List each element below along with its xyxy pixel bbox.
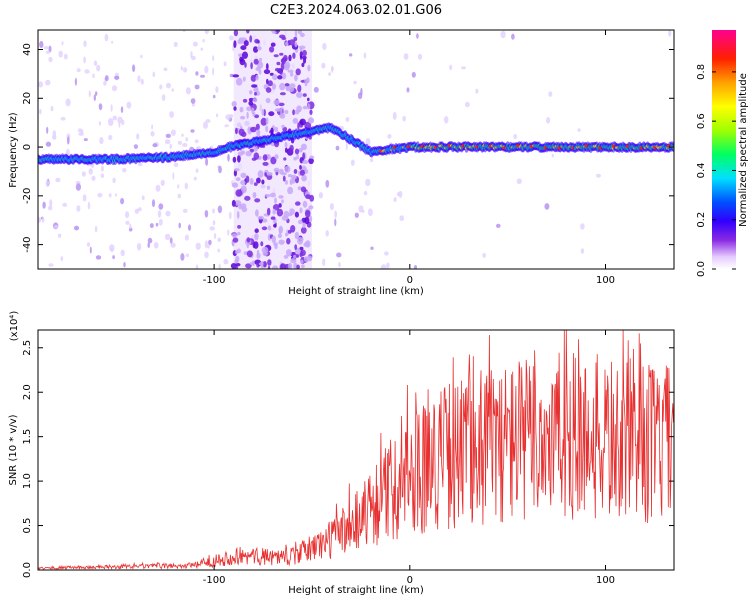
colorbar-tick-label: 0.4 xyxy=(696,162,707,178)
spectrogram-ticks: -100 0 100 -40 -20 0 20 40 xyxy=(22,30,674,286)
snr-ytick-label: 0.5 xyxy=(22,518,33,534)
chart-title: C2E3.2024.063.02.01.G06 xyxy=(270,3,442,18)
spectrogram-ylabel: Frequency (Hz) xyxy=(8,112,19,188)
colorbar-ticks: 0.0 0.2 0.4 0.6 0.8 xyxy=(696,64,736,277)
spectrogram-xtick-label: 0 xyxy=(407,275,413,286)
spectrogram-data xyxy=(38,30,674,269)
snr-ytick-label: 0.0 xyxy=(22,562,33,578)
spectrogram-xtick-label: 100 xyxy=(596,275,615,286)
snr-ytick-label: 2.0 xyxy=(22,384,33,400)
snr-multiplier: (x10⁴) xyxy=(9,311,20,342)
snr-xtick-label: 100 xyxy=(596,575,615,586)
snr-ytick-label: 1.5 xyxy=(22,429,33,445)
snr-frame xyxy=(37,329,675,571)
spectrogram-ytick-label: 40 xyxy=(22,43,33,56)
snr-xlabel: Height of straight line (km) xyxy=(288,585,424,596)
snr-ylabel: SNR (10 * v/v) xyxy=(8,414,19,485)
colorbar-tick-label: 0.6 xyxy=(696,113,707,129)
snr-xtick-label: -100 xyxy=(203,575,226,586)
spectrogram-frame xyxy=(37,29,675,270)
snr-xtick-label: 0 xyxy=(407,575,413,586)
snr-series-line xyxy=(38,330,674,570)
spectrogram-xtick-label: -100 xyxy=(203,275,226,286)
snr-ytick-label: 2.5 xyxy=(22,340,33,356)
colorbar-tick-label: 0.2 xyxy=(696,212,707,228)
snr-ytick-label: 1.0 xyxy=(22,473,33,489)
spectrogram-ytick-label: -40 xyxy=(22,236,33,252)
spectrogram-ytick-label: -20 xyxy=(22,188,33,204)
spectrogram-xlabel: Height of straight line (km) xyxy=(288,286,424,297)
snr-ticks: -100 0 100 0.0 0.5 1.0 1.5 2.0 2.5 xyxy=(22,330,674,586)
colorbar-label: Normalized spectral amplitude xyxy=(738,73,749,227)
spectrogram-ytick-label: 0 xyxy=(22,144,33,150)
spectrogram-ytick-label: 20 xyxy=(22,92,33,105)
colorbar xyxy=(712,30,736,269)
colorbar-tick-label: 0.0 xyxy=(696,261,707,277)
colorbar-tick-label: 0.8 xyxy=(696,64,707,80)
